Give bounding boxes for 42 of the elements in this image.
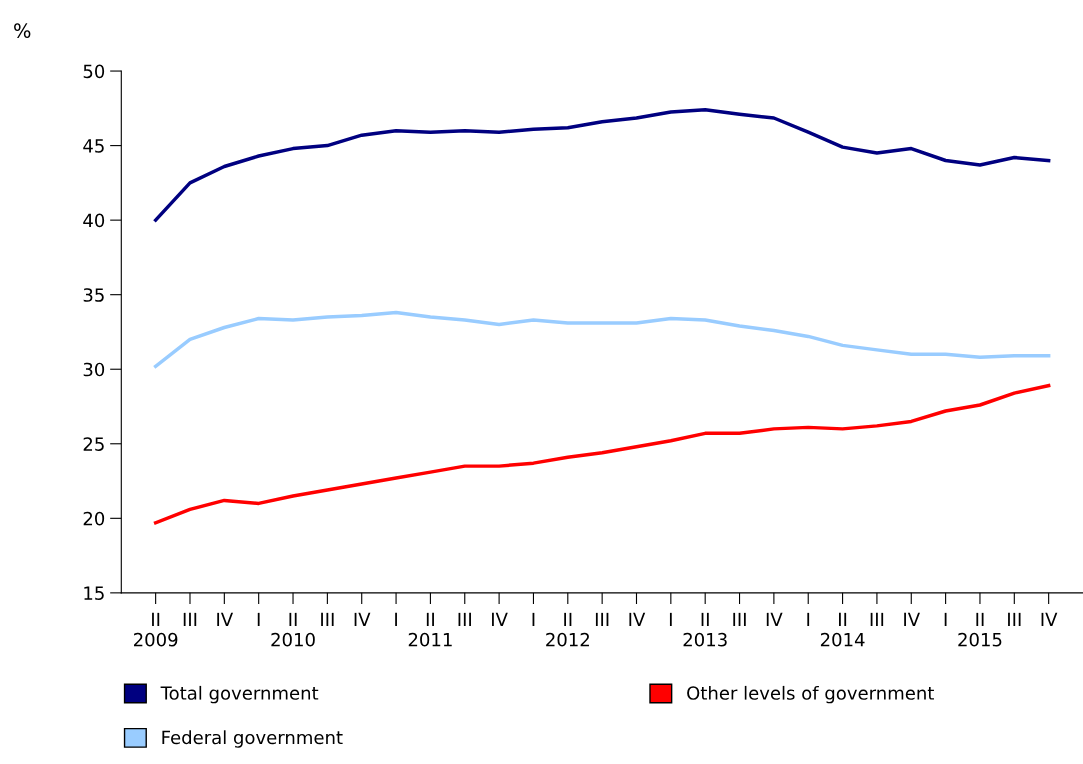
x-tick-label: III — [183, 612, 197, 627]
y-tick-label: 30 — [83, 362, 105, 377]
x-tick-label: I — [532, 612, 535, 627]
x-tick-label: III — [321, 612, 334, 627]
x-tick-label: I — [395, 612, 397, 627]
y-tick-label: 40 — [83, 213, 105, 228]
x-tick-label: IV — [904, 612, 920, 627]
line-series — [153, 383, 1051, 525]
x-tick-label: II 2012 — [546, 612, 589, 647]
x-tick-label: I — [944, 612, 947, 627]
x-tick-label: II 2010 — [271, 612, 315, 647]
x-tick-label: IV — [766, 612, 783, 627]
y-tick-label: 25 — [83, 437, 104, 451]
y-tick-label: 20 — [83, 511, 105, 526]
x-tick-label: III — [595, 612, 609, 627]
x-tick-label: IV — [1041, 612, 1058, 627]
x-tick-label: I — [257, 612, 260, 627]
x-tick-label: IV — [629, 612, 646, 627]
x-tick-label: I — [807, 612, 810, 627]
legend-label: Other levels of government — [687, 685, 934, 704]
x-tick-label: IV — [217, 612, 234, 627]
y-axis-title: % — [14, 23, 31, 38]
legend-label: Total government — [160, 685, 319, 704]
x-tick-label: I — [669, 612, 672, 627]
x-tick-label: II 2014 — [820, 612, 865, 647]
legend-label: Federal government — [162, 730, 343, 748]
x-tick-label: II 2009 — [133, 612, 178, 647]
y-tick-label: 45 — [83, 139, 104, 153]
x-tick-label: II 2013 — [683, 612, 727, 647]
x-tick-label: III — [733, 612, 746, 627]
x-tick-label: II 2015 — [958, 612, 1002, 647]
x-tick-label: II 2011 — [408, 612, 452, 647]
x-tick-label: III — [1008, 612, 1021, 627]
x-tick-label: IV — [354, 612, 371, 627]
y-tick-label: 15 — [84, 586, 104, 600]
x-tick-label: III — [458, 612, 471, 627]
y-tick-label: 35 — [83, 288, 104, 302]
line-series — [153, 108, 1051, 222]
x-tick-label: IV — [492, 612, 508, 627]
line-series — [153, 310, 1051, 368]
x-tick-label: III — [870, 612, 884, 627]
y-tick-label: 50 — [83, 64, 105, 79]
